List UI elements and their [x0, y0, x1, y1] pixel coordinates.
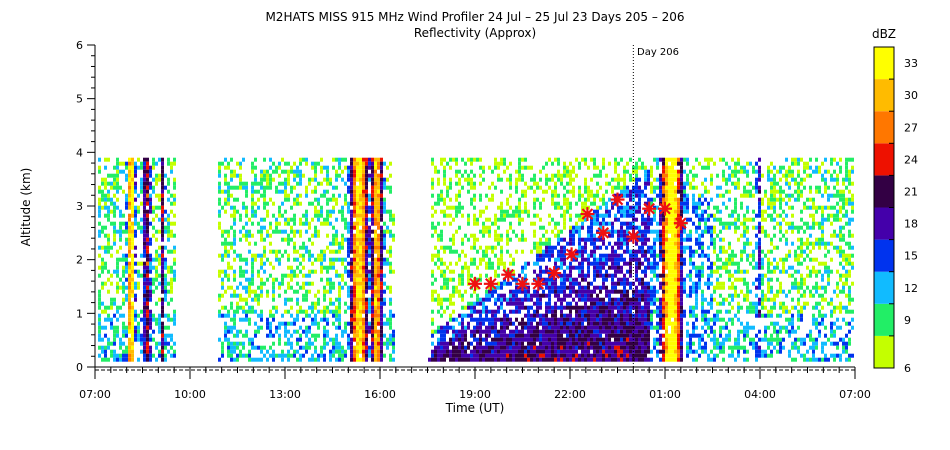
- chart-title: M2HATS MISS 915 MHz Wind Profiler 24 Jul…: [265, 10, 684, 24]
- colorbar-segment: [874, 47, 894, 80]
- colorbar-unit: dBZ: [872, 27, 896, 41]
- marker-point: [501, 267, 516, 282]
- marker-point: [580, 207, 595, 222]
- marker-point: [483, 276, 498, 291]
- marker-point: [673, 216, 688, 231]
- x-tick-label: 01:00: [649, 388, 681, 401]
- y-tick-label: 4: [76, 146, 83, 159]
- x-tick-label: 19:00: [459, 388, 491, 401]
- colorbar-tick-label: 9: [904, 314, 911, 327]
- day-marker-label: Day 206: [637, 47, 679, 58]
- marker-point: [658, 201, 672, 216]
- colorbar-segment: [874, 111, 894, 144]
- x-tick-label: 10:00: [174, 388, 206, 401]
- marker-point: [531, 276, 546, 291]
- x-tick-label: 07:00: [79, 388, 111, 401]
- colorbar-segment: [874, 239, 894, 272]
- colorbar-segment: [874, 271, 894, 304]
- marker-layer: [468, 192, 688, 291]
- x-tick-label: 04:00: [744, 388, 776, 401]
- y-tick-label: 0: [76, 361, 83, 374]
- colorbar-segment: [874, 79, 894, 112]
- colorbar-tick-label: 6: [904, 362, 911, 375]
- chart-subtitle: Reflectivity (Approx): [414, 26, 536, 40]
- x-axis-label: Time (UT): [445, 401, 505, 415]
- y-tick-label: 2: [76, 254, 83, 267]
- colorbar-segment: [874, 175, 894, 208]
- y-tick-label: 5: [76, 93, 83, 106]
- colorbar-segment: [874, 303, 894, 336]
- colorbar-tick-label: 12: [904, 282, 918, 295]
- y-tick-label: 3: [76, 200, 83, 213]
- marker-point: [642, 201, 657, 216]
- colorbar-tick-label: 24: [904, 153, 918, 166]
- y-axis-label: Altitude (km): [19, 168, 33, 247]
- reflectivity-field: [98, 157, 854, 362]
- marker-point: [515, 276, 530, 291]
- x-tick-label: 16:00: [364, 388, 396, 401]
- colorbar-tick-label: 15: [904, 250, 918, 263]
- marker-point: [610, 192, 625, 207]
- axes: 0 1 2 3 4 5 6 07:00 10:00 13:00 16:00 19:00 22:00 01:…: [76, 39, 871, 401]
- marker-point: [547, 266, 562, 281]
- marker-point: [596, 225, 611, 240]
- colorbar-segment: [874, 143, 894, 176]
- colorbar-tick-label: 27: [904, 121, 918, 134]
- x-tick-label: 07:00: [839, 388, 871, 401]
- marker-point: [564, 247, 579, 262]
- colorbar-tick-label: 18: [904, 218, 918, 231]
- colorbar-tick-label: 30: [904, 89, 918, 102]
- colorbar-segment: [874, 207, 894, 240]
- y-tick-label: 1: [76, 307, 83, 320]
- colorbar: 6 9 12 15 18 21 24 27 30 33: [873, 46, 918, 375]
- marker-point: [626, 229, 641, 244]
- colorbar-tick-label: 21: [904, 185, 918, 198]
- x-tick-label: 22:00: [554, 388, 586, 401]
- marker-point: [468, 276, 482, 291]
- colorbar-tick-label: 33: [904, 57, 918, 70]
- x-tick-label: 13:00: [269, 388, 301, 401]
- y-tick-label: 6: [76, 39, 83, 52]
- colorbar-segment: [874, 335, 894, 368]
